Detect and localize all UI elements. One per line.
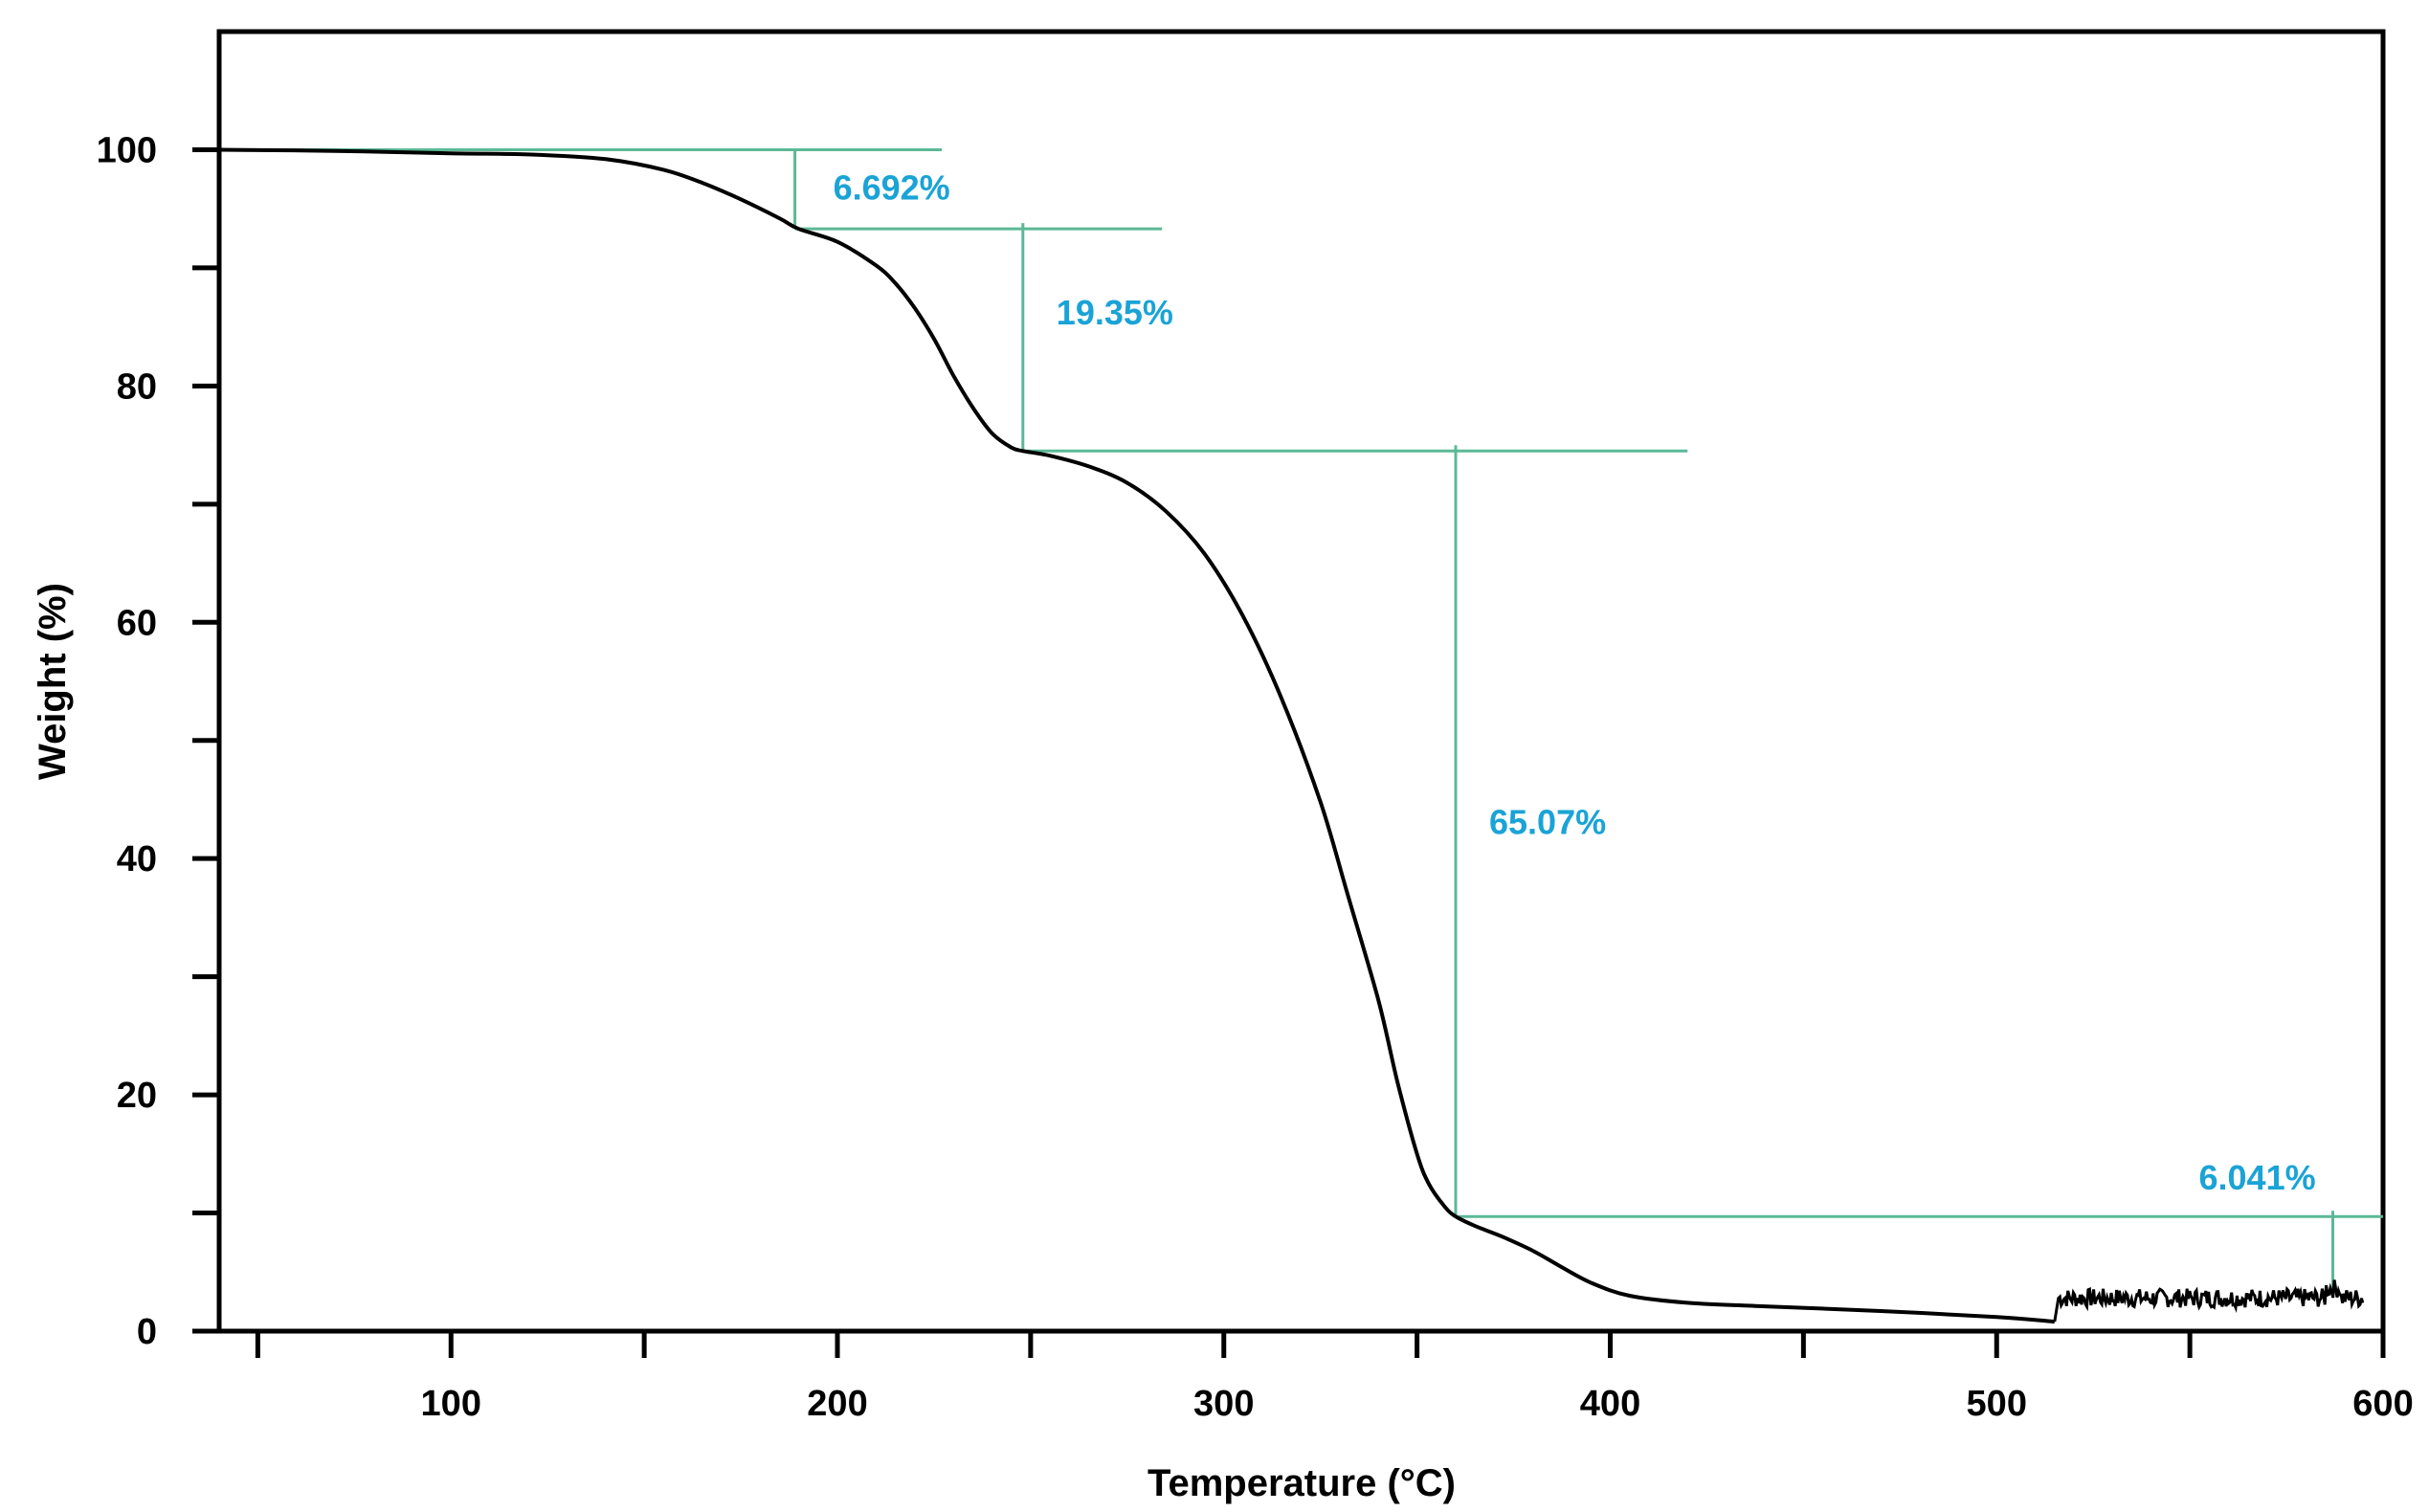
y-tick-label: 80 <box>117 367 157 407</box>
annotation-label: 6.041% <box>2199 1158 2316 1197</box>
y-tick-label: 40 <box>117 839 157 879</box>
x-tick-label: 500 <box>1967 1384 2027 1424</box>
x-tick-label: 300 <box>1193 1384 1254 1424</box>
x-tick-label: 400 <box>1580 1384 1640 1424</box>
y-tick-label: 100 <box>97 130 157 170</box>
x-axis-title: Temperature (°C) <box>1148 1462 1456 1504</box>
y-axis-title: Weight (%) <box>32 583 74 780</box>
x-tick-label: 100 <box>421 1384 481 1424</box>
y-tick-label: 0 <box>137 1312 157 1352</box>
annotation-label: 19.35% <box>1057 293 1173 332</box>
annotation-label: 65.07% <box>1489 802 1606 841</box>
plot-frame <box>216 29 2386 1334</box>
annotation-label: 6.692% <box>834 167 950 207</box>
x-tick-label: 200 <box>807 1384 867 1424</box>
x-tick-labels: 100 200 300 400 500 600 <box>421 1384 2414 1424</box>
tga-curve <box>218 147 2055 1324</box>
y-tick-label: 20 <box>117 1076 157 1116</box>
y-tick-labels: 0 20 40 60 80 100 <box>97 130 157 1352</box>
y-tick-label: 60 <box>117 603 157 643</box>
x-tick-label: 600 <box>2352 1384 2413 1424</box>
axis-ticks <box>192 146 2386 1358</box>
tga-noisy-tail <box>2053 1279 2365 1323</box>
step-annotations: 6.692% 19.35% 65.07% 6.041% <box>219 147 2383 1293</box>
